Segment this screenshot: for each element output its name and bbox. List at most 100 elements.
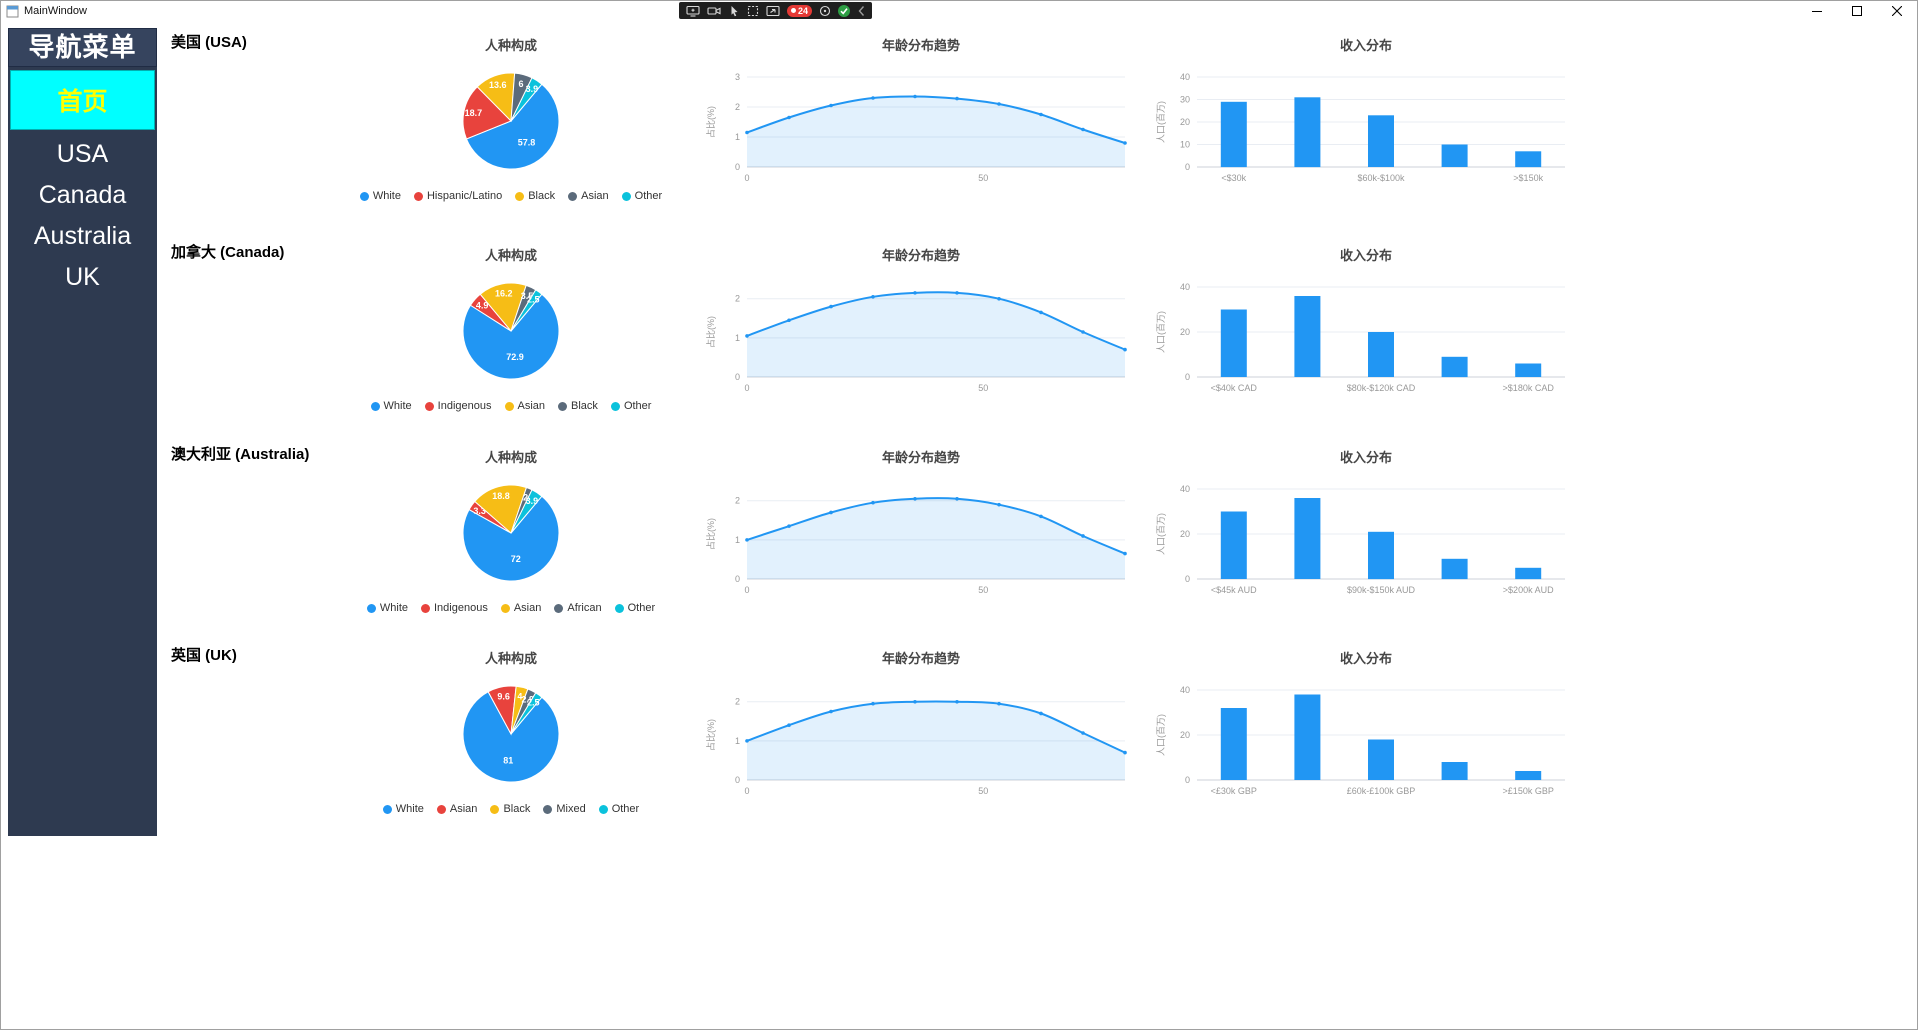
bar[interactable] (1220, 708, 1247, 780)
legend-item-asian[interactable]: Asian (500, 602, 541, 614)
legend-item-white[interactable]: White (370, 400, 412, 412)
country-section-uk: 英国 (UK) 人种构成 81 9.6 4 2.9 2.5 White Asian Black Mi… (161, 642, 1917, 847)
pie-slice-white[interactable] (465, 83, 560, 170)
bar[interactable] (1441, 144, 1468, 168)
bar[interactable] (1294, 498, 1321, 579)
bar[interactable] (1515, 771, 1542, 780)
country-section-usa: 美国 (USA) 人种构成 57.8 18.7 13.6 6 3.9 White Hispani… (161, 29, 1917, 234)
legend-item-asian[interactable]: Asian (568, 190, 609, 202)
bar[interactable] (1294, 97, 1321, 168)
legend-item-black[interactable]: Black (558, 400, 598, 412)
pie-value-label: 2.5 (527, 295, 540, 305)
minimize-button[interactable] (1797, 1, 1837, 21)
x-tick-label: 0 (744, 786, 749, 796)
sidebar-item-canada[interactable]: Canada (38, 181, 127, 209)
pie-slice-other[interactable] (510, 289, 543, 332)
sidebar-item-home[interactable]: 首页 (10, 70, 155, 130)
pie-slice-white[interactable] (462, 495, 560, 582)
legend-item-white[interactable]: White (359, 190, 401, 202)
collapse-toolbar-icon[interactable] (857, 5, 865, 17)
x-category-label: <£30k GBP (1211, 786, 1257, 796)
legend-label: Indigenous (437, 400, 492, 412)
legend-dot-icon (436, 804, 446, 814)
y-axis-name: 人口(百万) (1156, 101, 1166, 143)
x-category-label: <$40k CAD (1211, 383, 1258, 393)
country-section-australia: 澳大利亚 (Australia) 人种构成 72 3.3 18.8 2 3.9 White In… (161, 441, 1917, 646)
y-tick-label: 10 (1180, 140, 1190, 150)
bar[interactable] (1368, 739, 1394, 781)
legend-item-white[interactable]: White (382, 803, 424, 815)
bar[interactable] (1368, 332, 1394, 377)
x-tick-label: 50 (978, 173, 988, 183)
legend-label: White (372, 190, 401, 202)
bar[interactable] (1515, 567, 1542, 580)
pie-slice-hispanic-latino[interactable] (462, 86, 512, 140)
legend-item-other[interactable]: Other (614, 602, 655, 614)
target-circle-icon[interactable] (819, 5, 831, 17)
pie-slice-other[interactable] (510, 77, 543, 122)
legend-label: Hispanic/Latino (426, 190, 503, 202)
bar[interactable] (1441, 356, 1468, 378)
pie-value-label: 2.5 (527, 698, 540, 708)
close-button[interactable] (1877, 1, 1917, 21)
income-bar-chart: 收入分布 0 20 40 人口(百万) <£30k GBP £60k-£100k GBP >£… (1151, 642, 1581, 813)
legend-dot-icon (382, 804, 392, 814)
x-category-label: $80k-$120k CAD (1347, 383, 1416, 393)
legend-dot-icon (424, 401, 434, 411)
sidebar-item-australia[interactable]: Australia (33, 222, 132, 250)
legend-item-other[interactable]: Other (621, 190, 662, 202)
pie-chart-title: 人种构成 (484, 450, 537, 465)
bar-chart-svg: 0 10 20 30 40 人口(百万) <$30k $60k-$100k >$150k (1156, 72, 1565, 183)
frame-select-icon[interactable] (747, 5, 759, 17)
bar[interactable] (1441, 762, 1468, 780)
legend-item-other[interactable]: Other (610, 400, 651, 412)
pie-slice-asian[interactable] (474, 484, 528, 534)
pie-slice-other[interactable] (510, 692, 543, 735)
cursor-icon[interactable] (728, 5, 740, 17)
legend-item-indigenous[interactable]: Indigenous (424, 400, 492, 412)
legend-item-african[interactable]: African (554, 602, 602, 614)
legend-dot-icon (413, 191, 423, 201)
legend-item-indigenous[interactable]: Indigenous (421, 602, 488, 614)
pie-slice-other[interactable] (510, 489, 543, 534)
bar-chart-title: 收入分布 (1339, 651, 1392, 666)
bar[interactable] (1294, 694, 1321, 781)
bar[interactable] (1220, 511, 1247, 580)
pie-value-label: 18.7 (465, 108, 483, 118)
pie-slice-white[interactable] (462, 293, 560, 380)
bar[interactable] (1441, 558, 1468, 580)
camera-icon[interactable] (707, 5, 721, 17)
bar[interactable] (1368, 115, 1394, 167)
legend-dot-icon (621, 191, 631, 201)
legend-item-black[interactable]: Black (515, 190, 555, 202)
legend-item-mixed[interactable]: Mixed (543, 803, 586, 815)
sidebar-item-usa[interactable]: USA (56, 140, 109, 168)
line-area-fill (747, 498, 1125, 579)
bar[interactable] (1515, 363, 1542, 378)
ok-check-icon[interactable] (838, 4, 851, 17)
bar[interactable] (1220, 309, 1247, 378)
legend-item-asian[interactable]: Asian (436, 803, 477, 815)
maximize-button[interactable] (1837, 1, 1877, 21)
x-category-label: >$180k CAD (1503, 383, 1555, 393)
legend-item-black[interactable]: Black (490, 803, 530, 815)
legend-item-white[interactable]: White (366, 602, 408, 614)
line-chart-svg: 0 1 2 占比(%) 0 50 (705, 291, 1127, 393)
data-point (745, 739, 749, 743)
presenter-icon[interactable] (766, 5, 780, 17)
bar[interactable] (1515, 151, 1542, 168)
bar[interactable] (1220, 101, 1247, 168)
legend-item-asian[interactable]: Asian (504, 400, 545, 412)
pie-slice-white[interactable] (462, 691, 560, 783)
bar[interactable] (1294, 296, 1321, 377)
legend-label: Other (611, 803, 640, 815)
line-area-fill (747, 701, 1125, 780)
data-point (871, 500, 875, 505)
screen-record-icon[interactable] (686, 5, 700, 17)
y-axis-name: 占比(%) (705, 316, 716, 348)
sidebar-item-uk[interactable]: UK (65, 263, 100, 291)
data-point (913, 94, 917, 99)
bar[interactable] (1368, 531, 1394, 580)
legend-item-hispanic-latino[interactable]: Hispanic/Latino (413, 190, 503, 202)
legend-item-other[interactable]: Other (598, 803, 640, 815)
